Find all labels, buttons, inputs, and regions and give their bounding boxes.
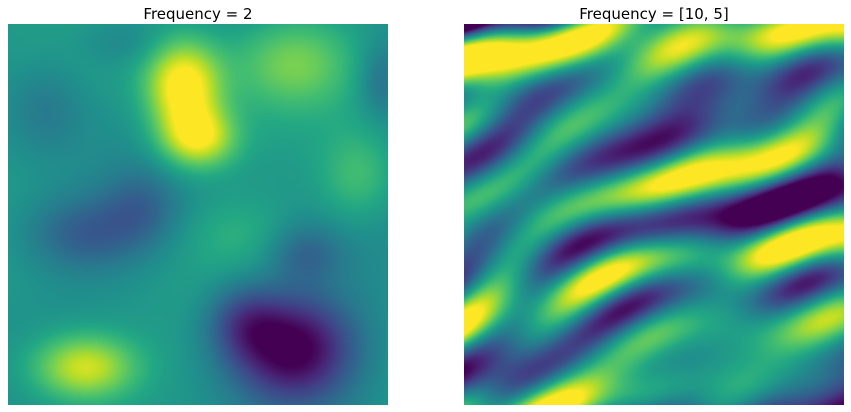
noise-image-right <box>464 24 844 405</box>
panel-title-right: Frequency = [10, 5] <box>579 5 729 23</box>
noise-image-left <box>8 24 388 405</box>
panel-title-left: Frequency = 2 <box>143 5 253 23</box>
noise-canvas-left <box>8 24 388 405</box>
noise-canvas-right <box>464 24 844 405</box>
